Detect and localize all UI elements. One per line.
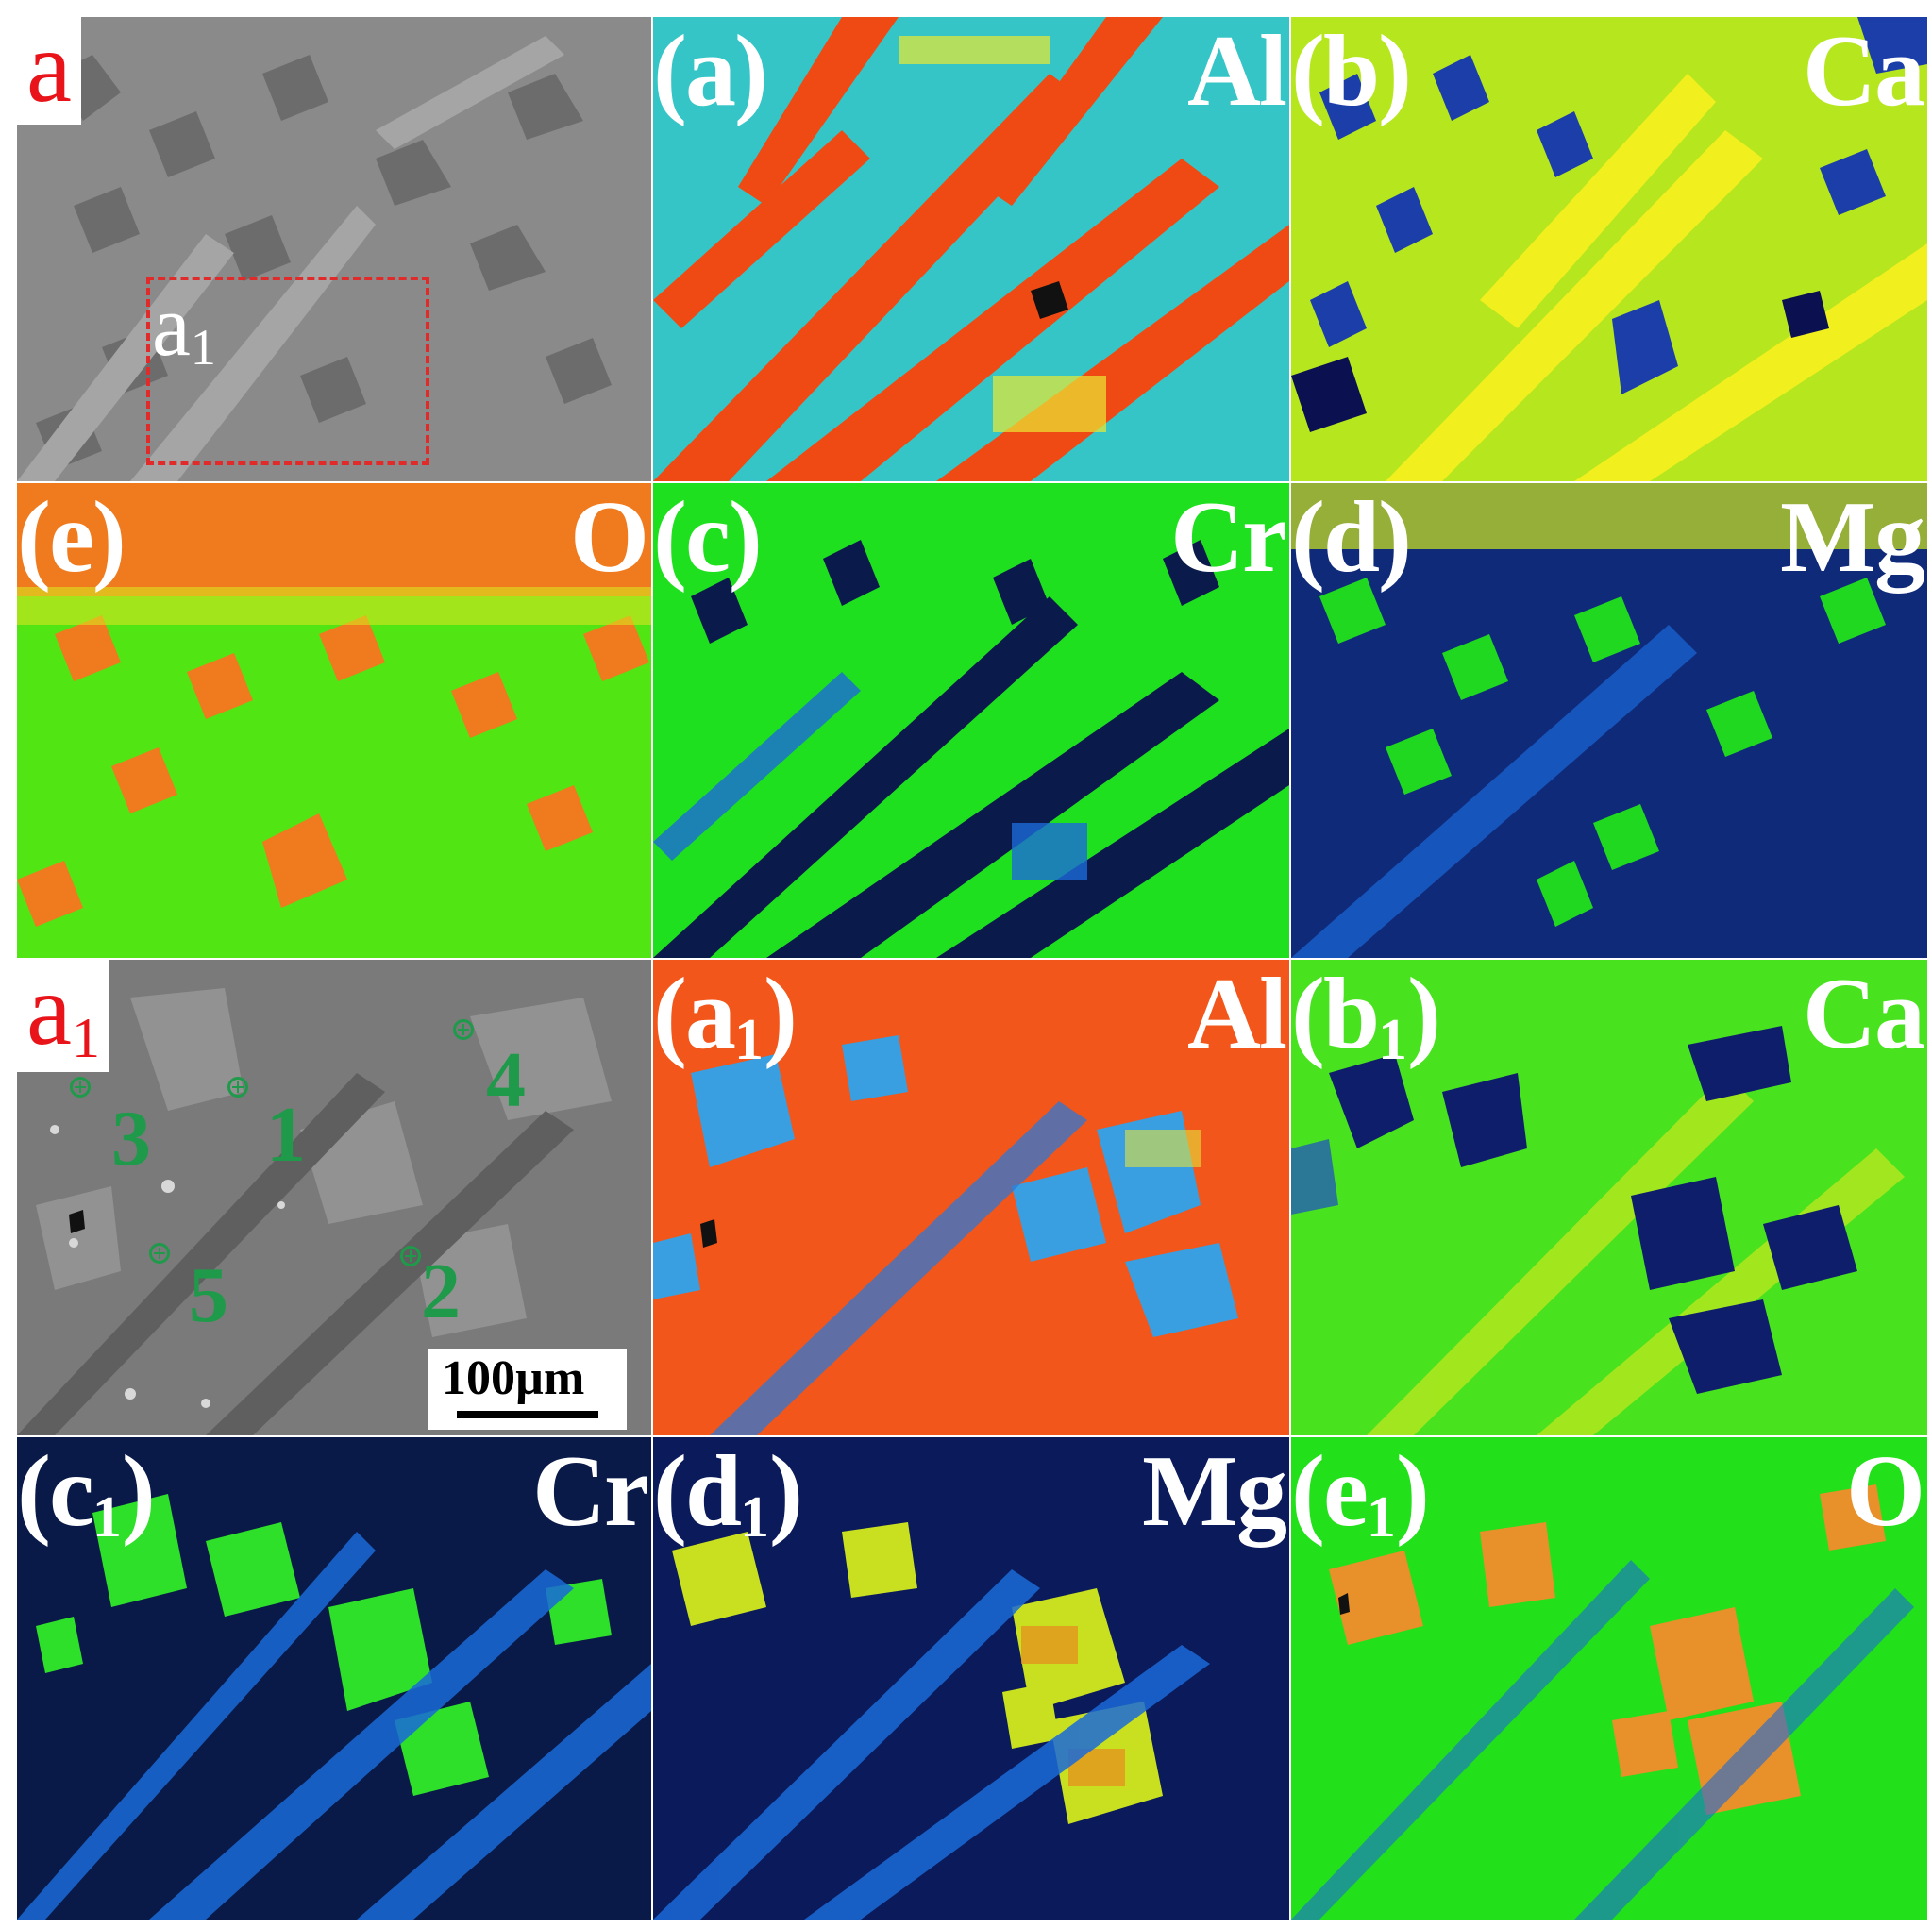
map-mg-panel: (d) Mg bbox=[1291, 483, 1927, 958]
panel-label: (d) bbox=[1291, 483, 1412, 594]
point-marker bbox=[400, 1246, 421, 1266]
panel-label: (b) bbox=[1291, 17, 1412, 127]
mg1-map-image bbox=[653, 1437, 1289, 1920]
o-map-image bbox=[17, 483, 651, 958]
panel-corner-label: a1 bbox=[17, 960, 109, 1072]
bse-overview-panel: a a1 bbox=[17, 17, 651, 481]
ca1-map-image bbox=[1291, 960, 1927, 1435]
point-label: 2 bbox=[421, 1248, 461, 1335]
map-al-panel: (a) Al bbox=[653, 17, 1289, 481]
point-marker bbox=[70, 1077, 91, 1098]
panel-label: (d1) bbox=[653, 1437, 803, 1550]
map-cr-panel: (c) Cr bbox=[653, 483, 1289, 958]
panel-label: (a) bbox=[653, 17, 768, 127]
element-label: Al bbox=[1187, 17, 1287, 127]
element-label: O bbox=[1845, 1437, 1925, 1548]
panel-label: (c1) bbox=[17, 1437, 156, 1550]
point-label: 1 bbox=[266, 1091, 306, 1179]
element-label: Ca bbox=[1803, 960, 1925, 1070]
panel-label: (a1) bbox=[653, 960, 798, 1072]
point-label: 5 bbox=[189, 1251, 228, 1339]
cr-map-image bbox=[653, 483, 1289, 958]
panel-label: (e) bbox=[17, 483, 126, 594]
o1-map-image bbox=[1291, 1437, 1927, 1920]
panel-label: (c) bbox=[653, 483, 763, 594]
map-cr1-panel: (c1) Cr bbox=[17, 1437, 651, 1920]
mg-map-image bbox=[1291, 483, 1927, 958]
bse-detail-image bbox=[17, 960, 651, 1435]
map-o-panel: (e) O bbox=[17, 483, 651, 958]
map-mg1-panel: (d1) Mg bbox=[653, 1437, 1289, 1920]
element-label: O bbox=[569, 483, 649, 594]
bse-overview-image bbox=[17, 17, 651, 481]
element-label: Cr bbox=[1170, 483, 1287, 594]
scale-bar: 100µm bbox=[428, 1349, 627, 1430]
map-al1-panel: (a1) Al bbox=[653, 960, 1289, 1435]
element-label: Al bbox=[1187, 960, 1287, 1070]
scale-bar-line bbox=[457, 1411, 598, 1418]
element-label: Ca bbox=[1803, 17, 1925, 127]
figure-grid: a a1 (a) Al bbox=[17, 17, 1932, 1920]
point-label: 4 bbox=[486, 1036, 526, 1124]
map-ca-panel: (b) Ca bbox=[1291, 17, 1927, 481]
panel-label: (b1) bbox=[1291, 960, 1441, 1072]
map-ca1-panel: (b1) Ca bbox=[1291, 960, 1927, 1435]
panel-label: (e1) bbox=[1291, 1437, 1430, 1550]
bse-detail-panel: a1 1 2 3 4 5 100µm bbox=[17, 960, 651, 1435]
al1-map-image bbox=[653, 960, 1289, 1435]
element-label: Mg bbox=[1780, 483, 1925, 594]
scale-bar-label: 100µm bbox=[442, 1351, 585, 1405]
point-marker bbox=[149, 1243, 170, 1264]
element-label: Cr bbox=[532, 1437, 649, 1548]
point-marker bbox=[453, 1019, 474, 1040]
map-o1-panel: (e1) O bbox=[1291, 1437, 1927, 1920]
region-of-interest-box bbox=[146, 277, 429, 465]
roi-label: a1 bbox=[152, 277, 216, 376]
al-map-image bbox=[653, 17, 1289, 481]
point-label: 3 bbox=[111, 1095, 151, 1182]
cr1-map-image bbox=[17, 1437, 651, 1920]
point-marker bbox=[227, 1077, 248, 1098]
panel-corner-label: a bbox=[17, 17, 81, 125]
element-label: Mg bbox=[1142, 1437, 1287, 1548]
ca-map-image bbox=[1291, 17, 1927, 481]
